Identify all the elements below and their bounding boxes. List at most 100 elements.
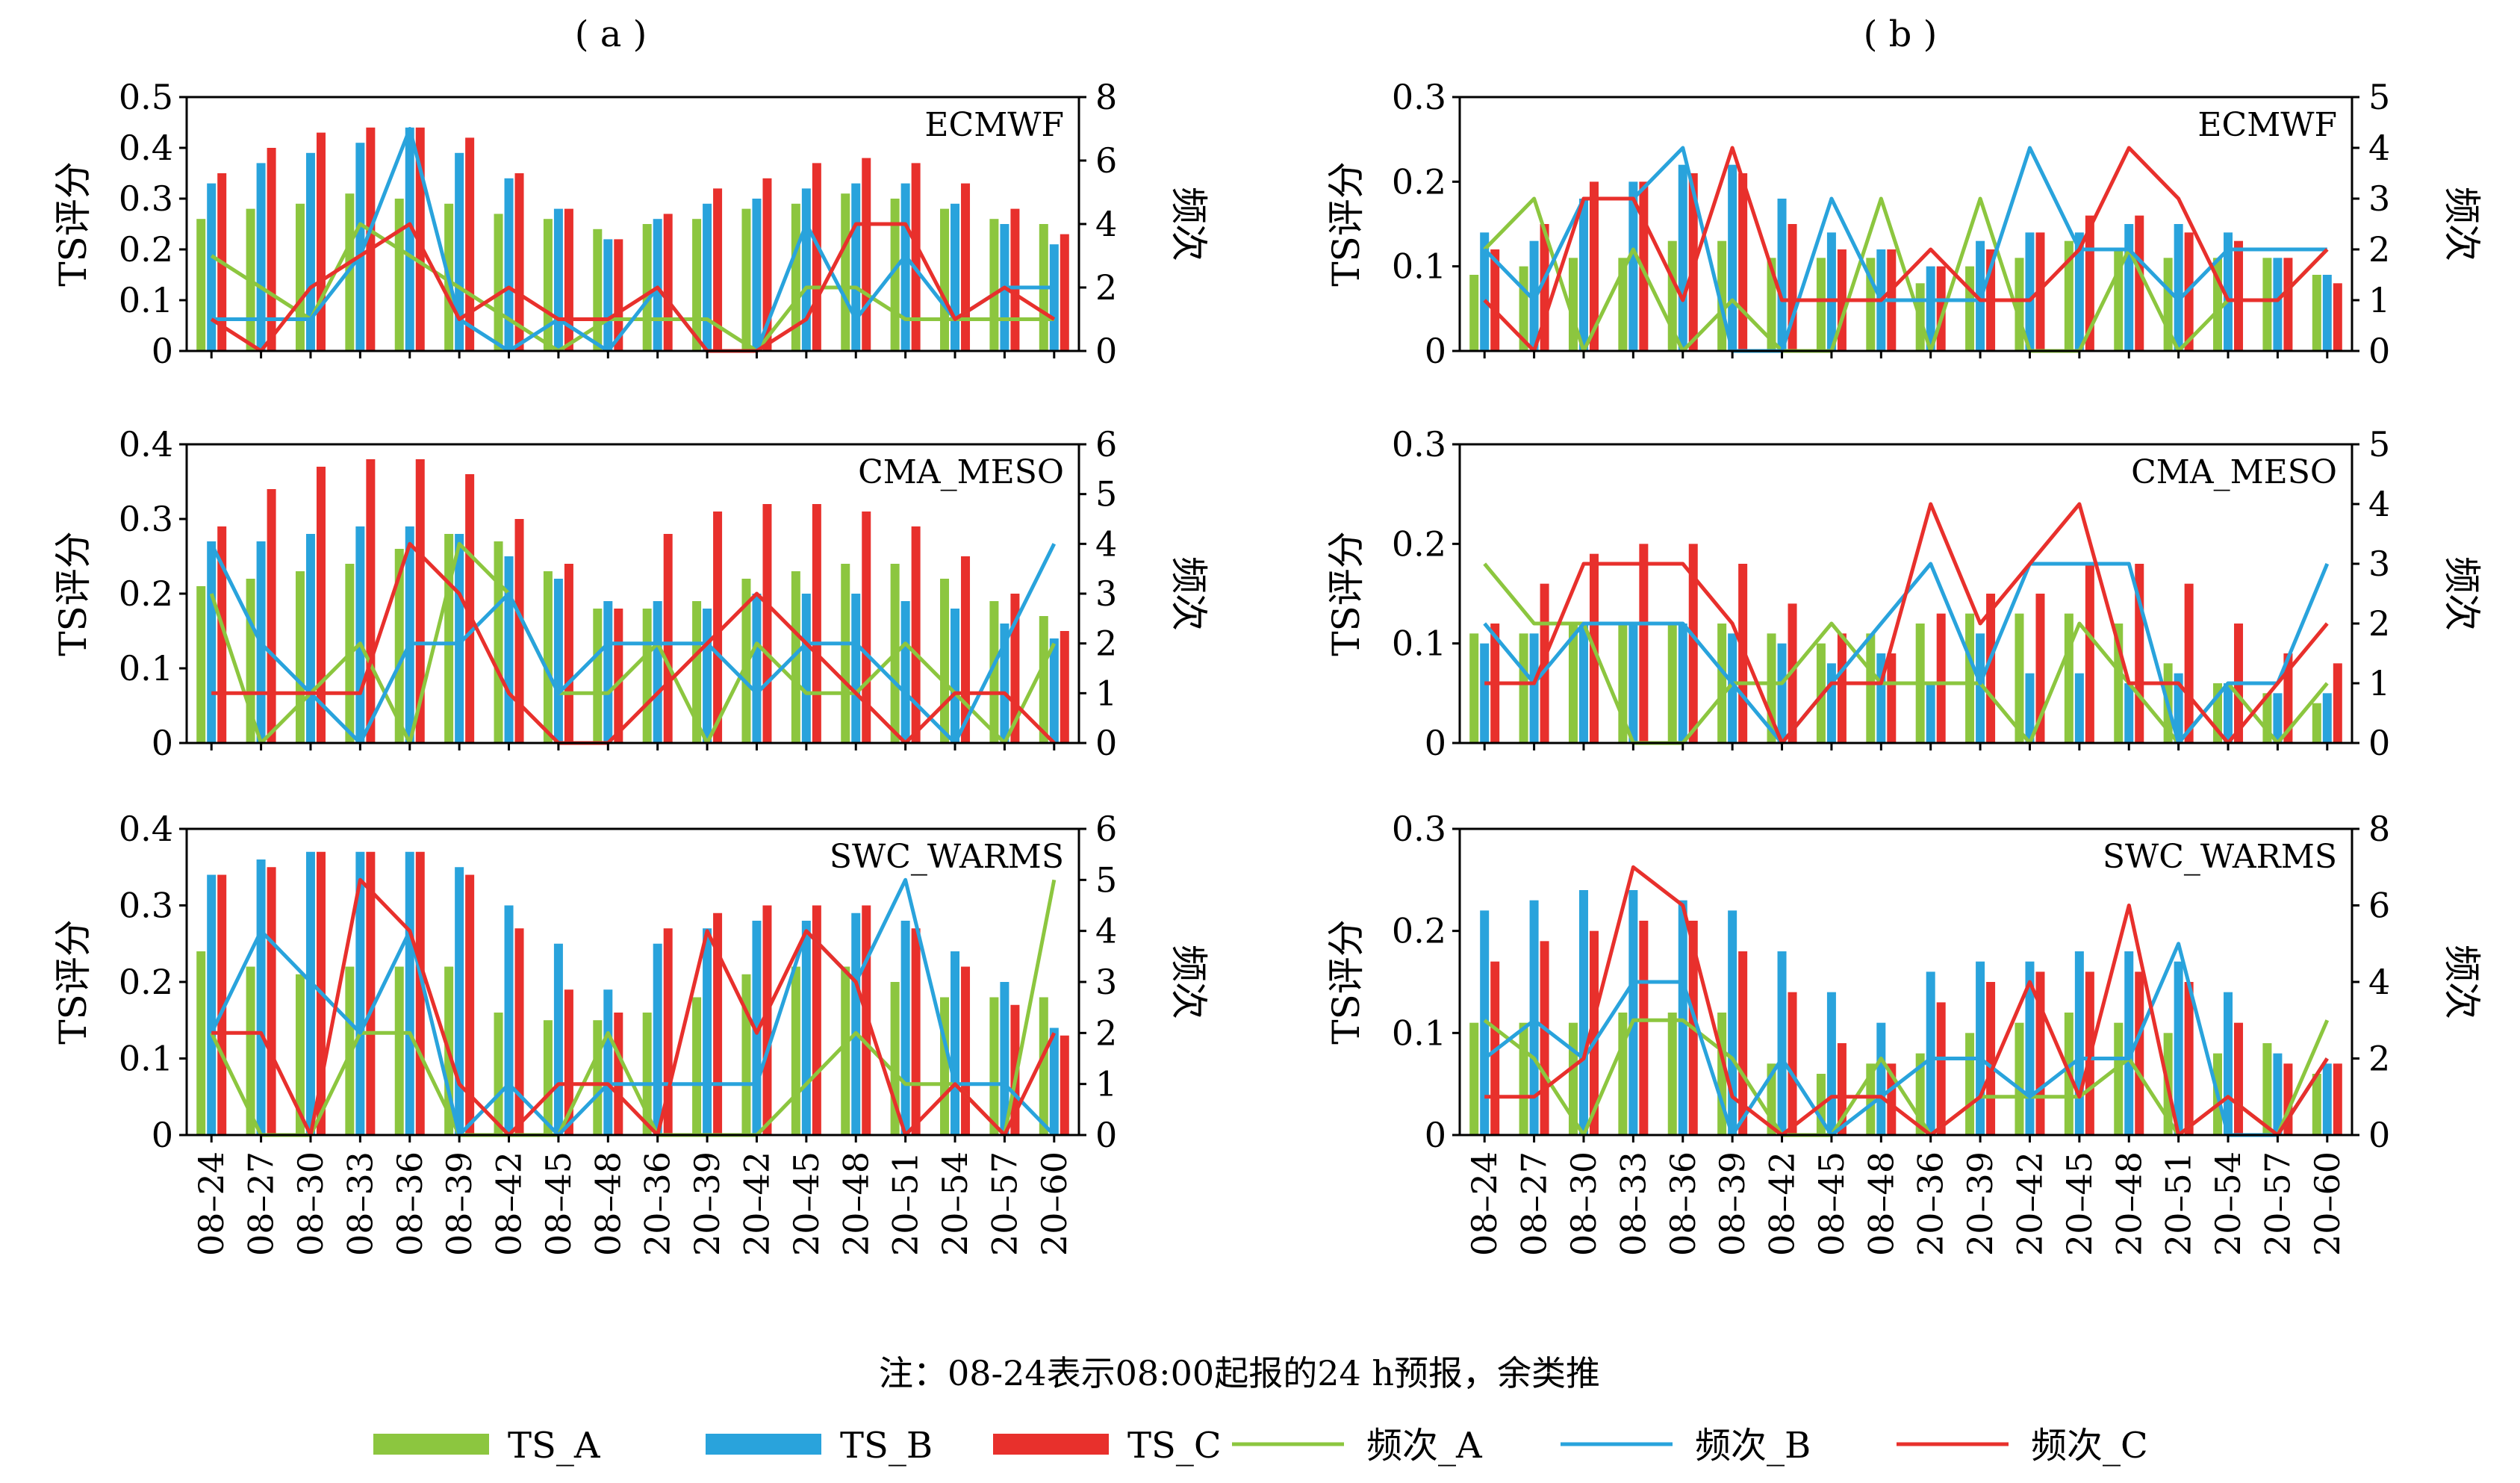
y2-tick-label: 8 — [2368, 809, 2390, 849]
line-c — [211, 541, 1056, 745]
bar-ts-b — [1678, 900, 1687, 1135]
bar-ts-b — [1976, 961, 1985, 1135]
bar-ts-b — [1529, 240, 1539, 351]
bar-ts-a — [295, 571, 305, 743]
chart-a-cma-meso: 0 0.1 0.2 0.3 0.4 0 1 2 3 4 5 6 CMA_MESO TS评分 频次 — [52, 424, 1210, 763]
line-b — [209, 543, 1057, 745]
x-tick-label: 08–42 — [1762, 1151, 1802, 1256]
bar-ts-c — [415, 459, 425, 743]
bar-ts-b — [553, 208, 563, 351]
bar-ts-a — [196, 951, 206, 1135]
bar-ts-c — [514, 173, 524, 351]
bar-ts-c — [267, 489, 276, 743]
bar-ts-b — [1480, 643, 1490, 743]
bar-ts-c — [1788, 224, 1797, 351]
y2-tick-label: 0 — [1095, 1115, 1117, 1155]
bar-ts-c — [2333, 1063, 2342, 1135]
chart-title: CMA_MESO — [2131, 453, 2337, 491]
bar-ts-b — [703, 203, 712, 351]
bar-ts-b — [305, 534, 315, 743]
bar-ts-a — [2312, 703, 2321, 743]
x-tick-label: 08–45 — [538, 1151, 579, 1256]
bar-ts-a — [345, 193, 355, 351]
bar-ts-c — [465, 474, 475, 743]
bar-ts-c — [1540, 941, 1549, 1135]
x-tick-label: 20–39 — [1960, 1151, 2000, 1256]
bar-ts-b — [305, 851, 315, 1135]
bar-ts-b — [653, 943, 662, 1135]
bar-ts-a — [2114, 1022, 2124, 1135]
bar-ts-b — [1926, 683, 1935, 743]
y2-tick-label: 0 — [1095, 331, 1117, 371]
chart-b-swc-warms: 0 0.1 0.2 0.3 0 2 4 6 8 SWC_WARMS TS评分 频次 — [1325, 809, 2483, 1155]
bar-ts-b — [1529, 633, 1539, 743]
bar-ts-c — [1540, 224, 1549, 351]
x-tick-label: 20–42 — [737, 1151, 777, 1256]
y-tick-label: 0.1 — [119, 1039, 173, 1079]
legend-label-1: TS_B — [840, 1425, 933, 1467]
x-tick-label: 08–36 — [1663, 1151, 1703, 1256]
y2-tick-label: 1 — [2368, 663, 2390, 703]
x-tick-label: 08–30 — [290, 1151, 331, 1256]
bar-ts-b — [1049, 638, 1059, 743]
bar-ts-b — [2273, 258, 2283, 351]
bar-ts-a — [1667, 624, 1677, 743]
x-tick-label: 20–51 — [886, 1151, 926, 1256]
y-tick-label: 0.3 — [119, 886, 173, 926]
y2-tick-label: 5 — [1095, 474, 1117, 514]
bar-ts-a — [394, 199, 404, 351]
bar-ts-a — [246, 966, 255, 1135]
line-b — [209, 877, 1056, 1137]
bar-ts-c — [2135, 215, 2144, 351]
bar-ts-b — [2273, 693, 2283, 743]
bar-ts-a — [940, 579, 950, 743]
bar-ts-c — [1738, 173, 1748, 351]
bar-ts-a — [1469, 275, 1479, 351]
y2-axis-label: 频次 — [1167, 556, 1210, 631]
x-tick-label: 20–36 — [1911, 1151, 1951, 1256]
y-axis-label: TS评分 — [1325, 919, 1368, 1045]
bar-ts-c — [366, 459, 376, 743]
bar-ts-c — [514, 519, 524, 743]
x-tick-label: 20–60 — [1034, 1151, 1074, 1256]
bar-ts-b — [2074, 673, 2084, 743]
x-tick-label: 20–45 — [786, 1151, 827, 1256]
bar-ts-c — [1936, 613, 1946, 743]
y-tick-label: 0.4 — [119, 809, 173, 849]
y2-axis-label: 频次 — [2440, 187, 2483, 261]
bar-ts-a — [841, 966, 850, 1135]
bar-ts-b — [1777, 199, 1787, 351]
bar-ts-b — [1000, 982, 1009, 1135]
bar-ts-c — [267, 148, 276, 351]
bar-ts-b — [1480, 232, 1490, 351]
x-tick-label: 08–45 — [1811, 1151, 1852, 1256]
bar-ts-c — [564, 564, 573, 743]
bar-ts-a — [494, 1013, 503, 1135]
bar-ts-a — [593, 1020, 603, 1135]
bar-ts-a — [642, 1013, 652, 1135]
bar-ts-c — [663, 214, 673, 351]
bar-ts-a — [494, 541, 503, 743]
bar-ts-c — [911, 163, 921, 351]
bar-ts-c — [1986, 982, 1996, 1135]
bar-ts-b — [1728, 164, 1737, 351]
bar-ts-b — [1049, 1027, 1059, 1135]
bar-ts-a — [741, 974, 751, 1135]
bar-ts-b — [951, 609, 960, 743]
line-c — [210, 222, 1056, 353]
plot-frame — [1458, 96, 2353, 352]
bar-ts-a — [642, 224, 652, 351]
bar-ts-b — [951, 951, 960, 1135]
bar-ts-c — [1010, 1004, 1020, 1135]
bar-ts-b — [256, 859, 266, 1135]
x-tick-label: 20–36 — [638, 1151, 678, 1256]
bar-ts-b — [801, 188, 811, 351]
bar-ts-b — [752, 199, 762, 351]
bar-ts-b — [455, 534, 464, 743]
legend-swatch-1 — [706, 1434, 821, 1455]
bar-ts-a — [1618, 1013, 1628, 1135]
bar-ts-b — [1777, 643, 1787, 743]
line-b — [1483, 942, 2329, 1137]
bar-ts-b — [2174, 673, 2183, 743]
legend-label-2: TS_C — [1127, 1425, 1222, 1467]
